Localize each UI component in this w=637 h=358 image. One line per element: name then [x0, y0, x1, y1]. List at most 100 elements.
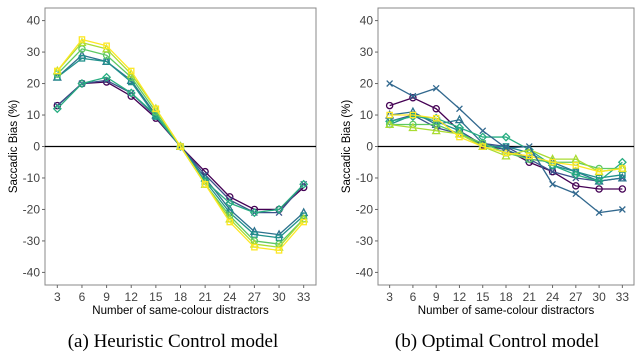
x-tick-label: 3 [54, 290, 61, 304]
data-point [177, 143, 184, 150]
y-axis-label: Saccadic Bias (%) [8, 100, 20, 193]
data-point [549, 180, 556, 188]
x-tick-label: 9 [433, 290, 440, 304]
data-point [299, 179, 309, 189]
data-point [572, 182, 580, 190]
y-tick-label: 20 [27, 77, 41, 91]
data-point [78, 36, 86, 43]
data-point [595, 209, 603, 217]
data-point [251, 243, 258, 251]
x-tick-label: 24 [546, 290, 560, 304]
data-point [572, 190, 580, 198]
panel-caption: (a) Heuristic Control model [68, 331, 279, 352]
x-tick-label: 27 [569, 290, 583, 304]
data-point [571, 170, 581, 180]
x-tick-label: 6 [79, 290, 86, 304]
data-point [409, 111, 417, 119]
data-point [595, 185, 603, 193]
data-point [409, 93, 417, 102]
data-point [456, 133, 463, 141]
data-point [54, 67, 61, 75]
y-tick-label: 0 [366, 140, 373, 154]
data-point [619, 165, 626, 172]
data-point [299, 213, 309, 223]
data-point [52, 104, 62, 114]
data-point [249, 208, 259, 218]
data-point [385, 101, 394, 110]
data-point [103, 42, 110, 50]
data-point [77, 79, 87, 89]
data-point [152, 105, 160, 113]
y-tick-label: -30 [356, 234, 374, 248]
panel-caption: (b) Optimal Control model [395, 331, 599, 352]
x-axis-label: Number of same-colour distractors [418, 305, 595, 317]
y-tick-label: 30 [360, 45, 374, 59]
x-tick-label: 33 [297, 290, 311, 304]
y-tick-label: 30 [27, 45, 41, 59]
data-point [409, 92, 417, 100]
data-point [454, 114, 465, 124]
y-tick-label: 10 [27, 108, 41, 122]
data-point [126, 88, 136, 98]
x-tick-label: 21 [523, 290, 537, 304]
data-point [618, 185, 627, 193]
y-tick-label: 20 [360, 77, 374, 91]
series-7 [386, 111, 626, 175]
data-point [300, 218, 307, 226]
data-point [549, 158, 556, 166]
data-point [54, 73, 61, 81]
data-point [501, 132, 511, 142]
series-line [389, 114, 623, 173]
x-tick-label: 24 [223, 290, 237, 304]
x-tick-label: 15 [149, 290, 163, 304]
data-point [502, 149, 510, 157]
data-point [502, 144, 510, 152]
y-axis-label: Saccadic Bias (%) [341, 100, 353, 193]
data-point [525, 143, 533, 150]
y-tick-label: -20 [23, 202, 41, 216]
data-point [78, 55, 86, 62]
series-8 [386, 80, 626, 217]
data-point [431, 125, 441, 135]
data-point [432, 84, 440, 92]
data-point [386, 80, 394, 87]
data-point [479, 127, 487, 135]
x-tick-label: 30 [592, 290, 606, 304]
series-line [56, 38, 305, 252]
y-tick-label: 10 [360, 108, 374, 122]
x-tick-label: 12 [125, 290, 139, 304]
series-line [389, 114, 623, 179]
x-axis-label: Number of same-colour distractors [92, 305, 269, 317]
x-tick-label: 15 [476, 290, 490, 304]
y-tick-label: -40 [356, 265, 374, 279]
data-point [127, 67, 135, 75]
data-point [525, 152, 533, 160]
y-tick-label: -30 [23, 234, 41, 248]
x-tick-label: 33 [616, 290, 630, 304]
x-tick-label: 27 [248, 290, 262, 304]
data-point [618, 206, 626, 213]
panel-optimal-control: -40 -30 -20 -10 0 10 20 30 40 3 6 9 12 15 18 21 24 27 30 33… [341, 7, 635, 352]
series-7 [54, 36, 307, 254]
y-tick-label: 40 [360, 14, 374, 28]
data-point [385, 119, 395, 129]
data-point [572, 162, 580, 169]
data-point [594, 176, 604, 186]
y-tick-label: -40 [23, 265, 41, 279]
x-tick-label: 9 [103, 290, 110, 304]
data-point [274, 204, 284, 214]
data-point [225, 198, 235, 208]
x-tick-label: 30 [272, 290, 286, 304]
data-point [479, 143, 487, 150]
data-point [571, 154, 581, 163]
x-tick-label: 3 [386, 290, 393, 304]
panel-heuristic-control: -40 -30 -20 -10 0 10 20 30 40 3 6 9 12 15 18 21 24 27 30 33… [8, 7, 317, 352]
data-point [300, 212, 307, 220]
y-tick-label: -10 [23, 171, 41, 185]
data-point [386, 111, 393, 119]
y-tick-label: -10 [356, 171, 374, 185]
y-tick-label: 0 [33, 140, 40, 154]
x-tick-label: 12 [453, 290, 467, 304]
x-tick-label: 18 [174, 290, 188, 304]
